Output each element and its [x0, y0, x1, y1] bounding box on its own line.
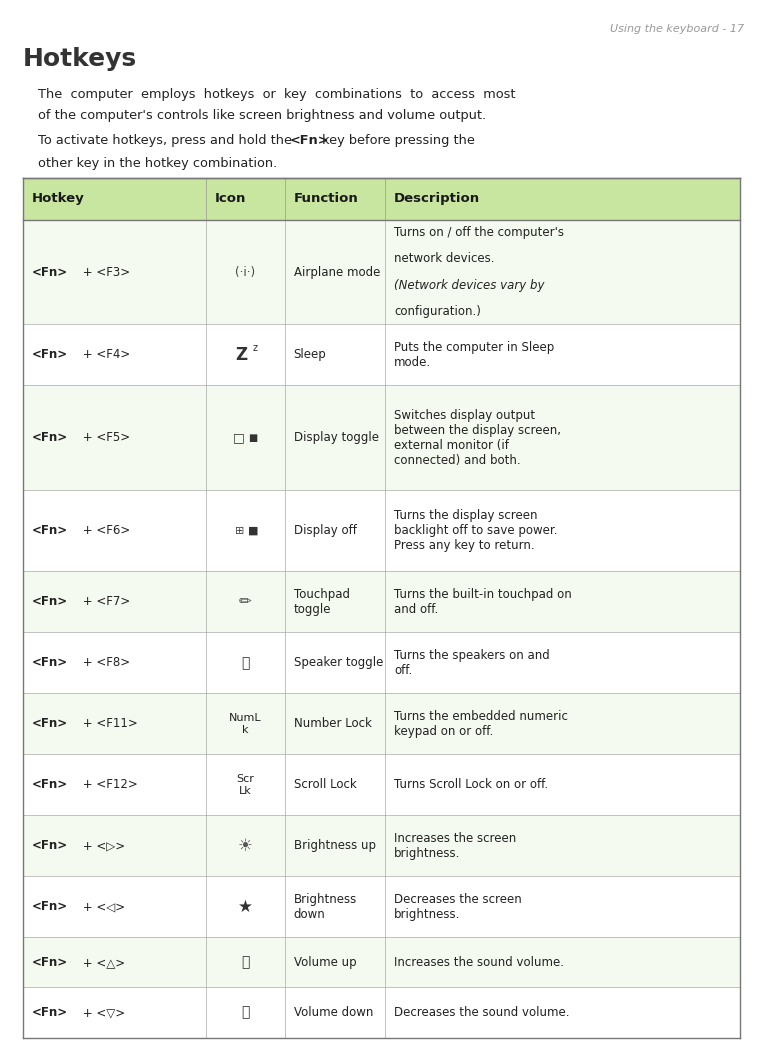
- Bar: [23, 220, 740, 324]
- Text: Speaker toggle: Speaker toggle: [294, 656, 383, 669]
- Text: Using the keyboard - 17: Using the keyboard - 17: [609, 24, 744, 35]
- Text: Z: Z: [235, 346, 247, 364]
- Text: Turns Scroll Lock on or off.: Turns Scroll Lock on or off.: [394, 778, 548, 791]
- Text: configuration.): configuration.): [394, 304, 481, 318]
- Bar: [23, 491, 740, 571]
- Bar: [23, 385, 740, 491]
- Text: (·i·): (·i·): [235, 266, 255, 278]
- Text: <Fn>: <Fn>: [32, 718, 68, 730]
- Text: Switches display output
between the display screen,
external monitor (if
connect: Switches display output between the disp…: [394, 409, 561, 467]
- Text: Hotkeys: Hotkeys: [23, 47, 137, 71]
- Text: <Fn>: <Fn>: [32, 956, 68, 969]
- Text: + <▷>: + <▷>: [79, 839, 125, 852]
- Text: Turns the display screen
backlight off to save power.
Press any key to return.: Turns the display screen backlight off t…: [394, 509, 558, 552]
- Text: 🔇: 🔇: [241, 656, 249, 669]
- Text: Decreases the sound volume.: Decreases the sound volume.: [394, 1006, 569, 1019]
- Text: ■: ■: [248, 433, 257, 442]
- Text: (Network devices vary by: (Network devices vary by: [394, 278, 545, 292]
- Text: NumL
k: NumL k: [228, 713, 261, 734]
- Text: Description: Description: [394, 192, 480, 205]
- Text: Increases the screen
brightness.: Increases the screen brightness.: [394, 832, 516, 860]
- Bar: [23, 324, 740, 385]
- Text: + <▽>: + <▽>: [79, 1006, 125, 1019]
- Text: Number Lock: Number Lock: [294, 718, 372, 730]
- Text: Turns the embedded numeric
keypad on or off.: Turns the embedded numeric keypad on or …: [394, 710, 568, 737]
- Text: Increases the sound volume.: Increases the sound volume.: [394, 956, 564, 969]
- Text: Brightness
down: Brightness down: [294, 892, 357, 920]
- Text: Icon: Icon: [215, 192, 246, 205]
- Text: + <F3>: + <F3>: [79, 266, 130, 278]
- Text: The  computer  employs  hotkeys  or  key  combinations  to  access  most: The computer employs hotkeys or key comb…: [38, 88, 515, 100]
- Text: Puts the computer in Sleep
mode.: Puts the computer in Sleep mode.: [394, 341, 554, 369]
- Text: ☀: ☀: [238, 837, 253, 855]
- Text: Display toggle: Display toggle: [294, 431, 379, 445]
- Text: + <F8>: + <F8>: [79, 656, 130, 669]
- Text: <Fn>: <Fn>: [32, 901, 68, 913]
- Text: Scroll Lock: Scroll Lock: [294, 778, 357, 791]
- Text: Function: Function: [294, 192, 358, 205]
- Text: Sleep: Sleep: [294, 348, 326, 362]
- Text: + <F7>: + <F7>: [79, 595, 131, 609]
- Text: + <△>: + <△>: [79, 956, 125, 969]
- Text: + <F5>: + <F5>: [79, 431, 130, 445]
- Text: Turns on / off the computer's: Turns on / off the computer's: [394, 226, 564, 240]
- Text: Volume down: Volume down: [294, 1006, 373, 1019]
- Bar: [23, 693, 740, 754]
- Text: <Fn>: <Fn>: [32, 778, 68, 791]
- Text: Scr
Lk: Scr Lk: [236, 774, 254, 796]
- Text: <Fn>: <Fn>: [32, 431, 68, 445]
- Text: <Fn>: <Fn>: [32, 1006, 68, 1019]
- Text: Display off: Display off: [294, 524, 357, 538]
- Bar: [23, 877, 740, 937]
- Text: Touchpad
toggle: Touchpad toggle: [294, 588, 350, 616]
- Text: To activate hotkeys, press and hold the: To activate hotkeys, press and hold the: [38, 134, 296, 146]
- Text: <Fn>: <Fn>: [32, 656, 68, 669]
- Text: Decreases the screen
brightness.: Decreases the screen brightness.: [394, 892, 522, 920]
- Text: <Fn>: <Fn>: [32, 524, 68, 538]
- Bar: [23, 178, 740, 220]
- Text: other key in the hotkey combination.: other key in the hotkey combination.: [38, 157, 277, 169]
- Text: + <F6>: + <F6>: [79, 524, 131, 538]
- Text: 🔊: 🔊: [241, 955, 249, 970]
- Bar: [23, 987, 740, 1038]
- Text: ⊞: ⊞: [235, 526, 244, 536]
- Text: Brightness up: Brightness up: [294, 839, 376, 852]
- Text: Turns the built-in touchpad on
and off.: Turns the built-in touchpad on and off.: [394, 588, 572, 616]
- Text: <Fn>: <Fn>: [32, 266, 68, 278]
- Text: Hotkey: Hotkey: [32, 192, 84, 205]
- Text: + <F4>: + <F4>: [79, 348, 131, 362]
- Text: + <F11>: + <F11>: [79, 718, 137, 730]
- Text: <Fn>: <Fn>: [32, 839, 68, 852]
- Text: ✏: ✏: [239, 594, 251, 610]
- Text: <Fn>: <Fn>: [32, 348, 68, 362]
- Text: ■: ■: [248, 526, 259, 536]
- Text: z: z: [253, 343, 257, 353]
- Text: + <◁>: + <◁>: [79, 901, 125, 913]
- Text: Turns the speakers on and
off.: Turns the speakers on and off.: [394, 649, 550, 677]
- Text: network devices.: network devices.: [394, 252, 495, 266]
- Bar: [23, 633, 740, 693]
- Bar: [23, 571, 740, 633]
- Text: of the computer's controls like screen brightness and volume output.: of the computer's controls like screen b…: [38, 109, 486, 121]
- Text: Airplane mode: Airplane mode: [294, 266, 380, 278]
- Bar: [23, 937, 740, 987]
- Text: <Fn>: <Fn>: [32, 595, 68, 609]
- Text: <Fn>: <Fn>: [290, 134, 329, 146]
- Text: □: □: [233, 431, 245, 445]
- Bar: [23, 815, 740, 877]
- Text: + <F12>: + <F12>: [79, 778, 137, 791]
- Text: ★: ★: [238, 897, 253, 915]
- Text: 🔉: 🔉: [241, 1005, 249, 1020]
- Text: key before pressing the: key before pressing the: [318, 134, 475, 146]
- Text: Volume up: Volume up: [294, 956, 356, 969]
- Bar: [23, 754, 740, 815]
